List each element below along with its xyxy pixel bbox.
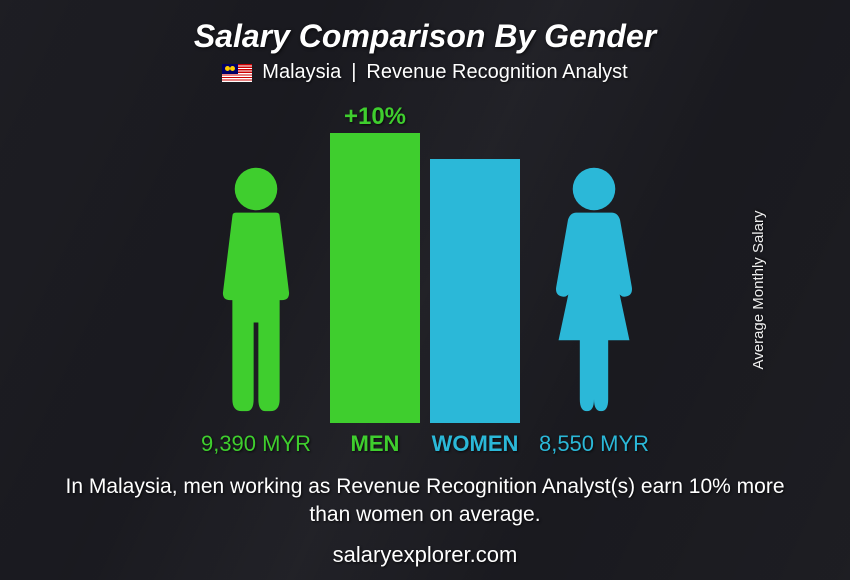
female-salary-value: 8,550 MYR <box>539 431 649 457</box>
separator: | <box>351 61 356 84</box>
female-icon <box>534 163 654 423</box>
male-bar-wrap: MEN <box>330 133 420 457</box>
chart-area: 9,390 MYR +10% MEN WOMEN 8,550 MYR <box>40 92 810 467</box>
female-column: 8,550 MYR <box>534 163 654 457</box>
subtitle: Malaysia | Revenue Recognition Analyst <box>222 61 627 84</box>
summary-text: In Malaysia, men working as Revenue Reco… <box>55 473 795 528</box>
footer-site: salaryexplorer.com <box>333 542 518 568</box>
female-bar <box>430 159 520 423</box>
male-column: 9,390 MYR <box>196 163 316 457</box>
female-bar-wrap: WOMEN <box>430 159 520 457</box>
male-salary-value: 9,390 MYR <box>201 431 311 457</box>
y-axis-label: Average Monthly Salary <box>750 211 767 370</box>
job-title-label: Revenue Recognition Analyst <box>366 61 627 84</box>
bars-group: +10% MEN WOMEN <box>330 133 520 457</box>
infographic-container: Salary Comparison By Gender Malaysia | R… <box>0 0 850 580</box>
delta-label: +10% <box>330 103 420 131</box>
malaysia-flag-icon <box>222 64 252 82</box>
male-icon <box>196 163 316 423</box>
male-bar-label: MEN <box>351 431 400 457</box>
page-title: Salary Comparison By Gender <box>194 18 656 55</box>
female-bar-label: WOMEN <box>432 431 519 457</box>
male-bar <box>330 133 420 423</box>
country-label: Malaysia <box>262 61 341 84</box>
